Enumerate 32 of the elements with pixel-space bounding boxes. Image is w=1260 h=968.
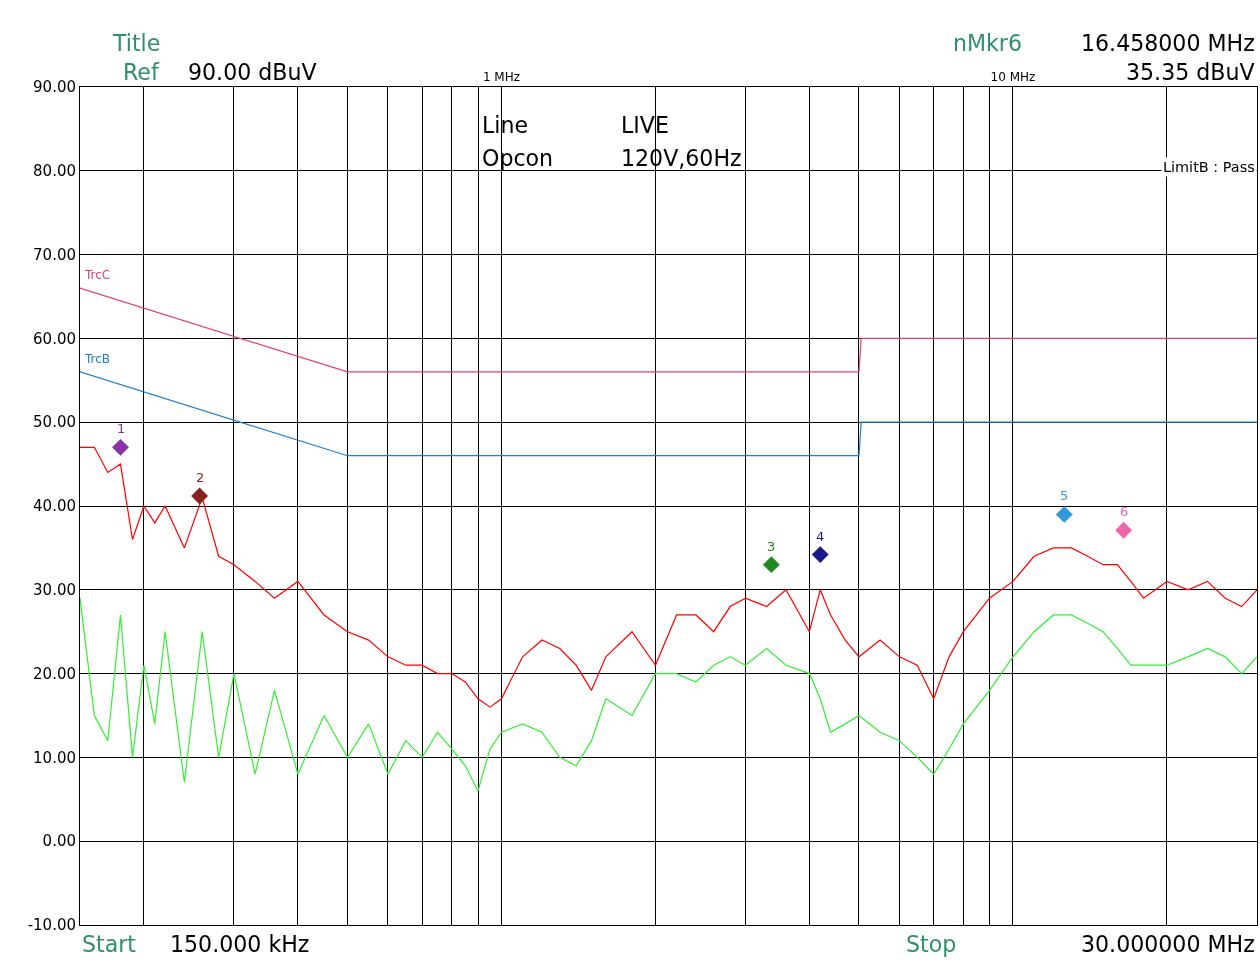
- series-label: TrcB: [84, 352, 111, 366]
- annotation: 2: [196, 470, 205, 485]
- y-tick-label: 0.00: [42, 832, 76, 851]
- text: 90.00 dBuV: [188, 59, 317, 85]
- series-label: TrcC: [84, 268, 111, 282]
- text: 150.000 kHz: [170, 931, 310, 957]
- text: 16.458000 MHz: [1081, 30, 1255, 56]
- annotation: 3: [767, 539, 776, 554]
- text: nMkr6: [953, 30, 1022, 56]
- y-tick-label: 70.00: [33, 245, 76, 264]
- x-tick-label: 10 MHz: [990, 70, 1036, 85]
- y-tick-label: 50.00: [33, 413, 76, 432]
- y-tick-label: 60.00: [33, 329, 76, 348]
- annotation: 5: [1060, 488, 1069, 503]
- y-tick-label: 80.00: [33, 162, 76, 181]
- annotation: 1: [117, 421, 126, 436]
- y-tick-label: -10.00: [27, 916, 76, 935]
- annotation: LimitB : Pass: [1163, 159, 1255, 175]
- text: Title: [112, 30, 161, 56]
- x-tick-label: 1 MHz: [482, 70, 520, 85]
- annotation: 6: [1120, 504, 1129, 519]
- y-tick-label: 10.00: [33, 748, 76, 767]
- text: Start: [82, 931, 137, 957]
- text: 35.35 dBuV: [1126, 59, 1255, 85]
- y-tick-label: 90.00: [33, 78, 76, 97]
- text: 30.000000 MHz: [1081, 931, 1255, 957]
- y-tick-label: 30.00: [33, 581, 76, 600]
- y-tick-label: 40.00: [33, 497, 76, 516]
- annotation: 4: [816, 529, 825, 544]
- text: Ref: [123, 59, 160, 85]
- y-tick-label: 20.00: [33, 664, 76, 683]
- text: Stop: [906, 931, 957, 957]
